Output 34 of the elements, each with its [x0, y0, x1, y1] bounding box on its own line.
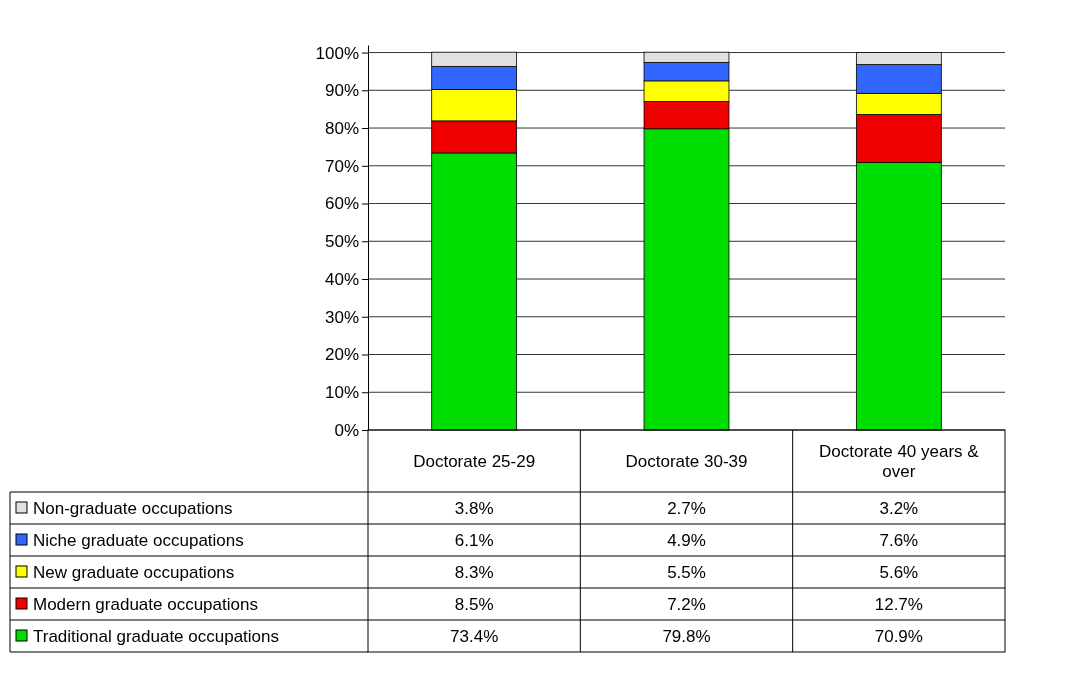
- y-tick-label: 20%: [324, 345, 359, 365]
- data-label: 6.1%: [454, 531, 494, 550]
- data-label: 3.2%: [879, 499, 919, 518]
- data-label: 5.6%: [879, 563, 919, 582]
- y-tick-label: 90%: [324, 81, 359, 101]
- x-tick-label: Doctorate 25-29: [413, 452, 536, 471]
- data-label: 7.6%: [879, 531, 919, 550]
- legend-label: Modern graduate occupations: [33, 595, 258, 614]
- y-tick-label: 10%: [324, 383, 359, 403]
- data-label: 3.8%: [454, 499, 494, 518]
- data-label: 73.4%: [450, 627, 499, 646]
- x-tick-label: Doctorate 30-39: [625, 452, 748, 471]
- data-label: 4.9%: [667, 531, 706, 550]
- data-label: 8.5%: [454, 595, 494, 614]
- x-tick-label: Doctorate 40 years & over: [818, 442, 980, 481]
- data-label: 8.3%: [454, 563, 494, 582]
- legend-label: Niche graduate occupations: [33, 531, 244, 550]
- data-label: 12.7%: [874, 595, 923, 614]
- data-label: 79.8%: [662, 627, 711, 646]
- y-tick-label: 80%: [324, 118, 359, 138]
- y-tick-label: 0%: [334, 420, 359, 440]
- data-label: 70.9%: [874, 627, 923, 646]
- legend-label: Traditional graduate occupations: [33, 627, 280, 646]
- legend-label: Non-graduate occupations: [33, 499, 233, 518]
- y-tick-label: 60%: [324, 194, 359, 214]
- legend-label: New graduate occupations: [33, 563, 235, 582]
- y-tick-label: 100%: [315, 43, 359, 63]
- data-label: 5.5%: [667, 563, 706, 582]
- data-label: 7.2%: [667, 595, 706, 614]
- y-tick-label: 30%: [324, 307, 359, 327]
- y-tick-label: 40%: [324, 269, 359, 289]
- y-tick-label: 70%: [324, 156, 359, 176]
- y-tick-label: 50%: [324, 232, 359, 252]
- data-label: 2.7%: [667, 499, 706, 518]
